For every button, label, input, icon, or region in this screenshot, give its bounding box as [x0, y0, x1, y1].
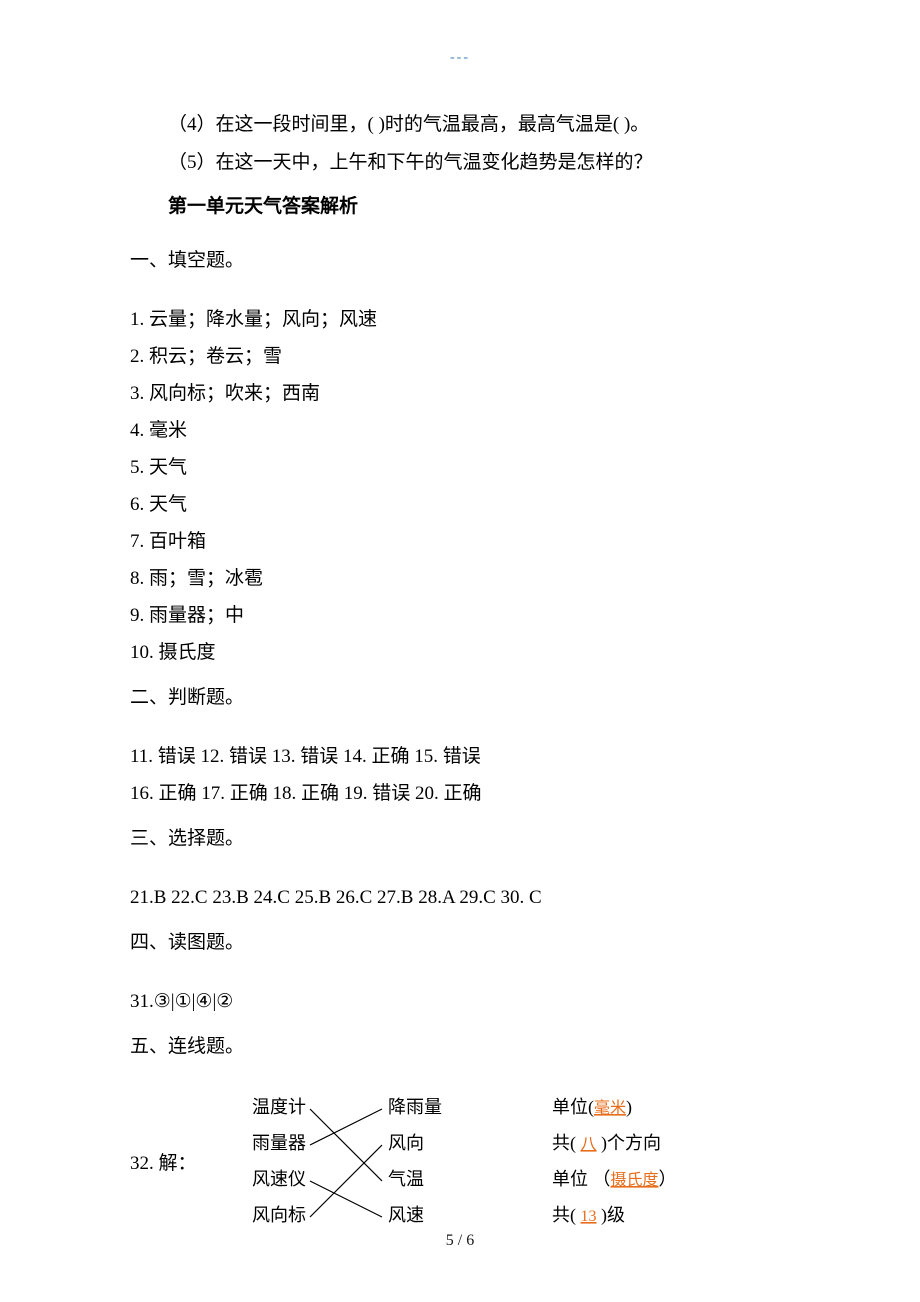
- read-answers: 31.③|①|④|②: [130, 983, 790, 1020]
- match-edge: [310, 1109, 382, 1145]
- tf-answers: 11. 错误 12. 错误 13. 错误 14. 正确 15. 错误 16. 正…: [130, 738, 790, 812]
- right-label: 共( 八 )个方向: [552, 1133, 661, 1154]
- instrument-label: 风向标: [252, 1205, 306, 1225]
- instrument-label: 雨量器: [252, 1133, 306, 1153]
- handwritten-answer: 毫米: [594, 1097, 626, 1116]
- page: --- （4）在这一段时间里，( )时的气温最高，最高气温是( )。 （5）在这…: [0, 0, 920, 1302]
- section-match-heading: 五、连线题。: [130, 1026, 790, 1068]
- question-4: （4）在这一段时间里，( )时的气温最高，最高气温是( )。: [130, 106, 790, 144]
- tf-answer-row-1: 11. 错误 12. 错误 13. 错误 14. 正确 15. 错误: [130, 738, 790, 775]
- fill-answer-9: 9. 雨量器；中: [130, 597, 790, 634]
- match-edge: [310, 1145, 382, 1217]
- handwritten-answer: 13: [581, 1207, 597, 1224]
- instrument-label: 温度计: [252, 1097, 306, 1117]
- fill-answer-3: 3. 风向标；吹来；西南: [130, 375, 790, 412]
- section-choice-heading: 三、选择题。: [130, 818, 790, 860]
- fill-answer-6: 6. 天气: [130, 486, 790, 523]
- measure-label: 风速: [388, 1205, 424, 1225]
- answer-title: 第一单元天气答案解析: [130, 188, 790, 226]
- fill-answer-8: 8. 雨；雪；冰雹: [130, 560, 790, 597]
- measure-label: 气温: [388, 1169, 424, 1189]
- handwritten-answer: 八: [581, 1135, 597, 1152]
- header-dash-marker: ---: [130, 50, 790, 66]
- handwritten-answer: 摄氏度: [611, 1170, 659, 1188]
- section-fill-heading: 一、填空题。: [130, 240, 790, 282]
- match-edge: [310, 1109, 382, 1181]
- tf-answer-row-2: 16. 正确 17. 正确 18. 正确 19. 错误 20. 正确: [130, 775, 790, 812]
- fill-answer-10: 10. 摄氏度: [130, 634, 790, 671]
- section-tf-heading: 二、判断题。: [130, 677, 790, 719]
- right-label: 共( 13 )级: [552, 1205, 625, 1226]
- fill-answers: 1. 云量；降水量；风向；风速 2. 积云；卷云；雪 3. 风向标；吹来；西南 …: [130, 301, 790, 671]
- fill-answer-5: 5. 天气: [130, 449, 790, 486]
- page-footer: 5 / 6: [0, 1232, 920, 1250]
- right-label: 单位 （摄氏度）: [552, 1169, 677, 1189]
- fill-answer-1: 1. 云量；降水量；风向；风速: [130, 301, 790, 338]
- q32-row: 32. 解： 温度计雨量器风速仪风向标 降雨量风向气温风速 单位(毫米) 共( 八 )…: [130, 1087, 790, 1237]
- choice-answers: 21.B 22.C 23.B 24.C 25.B 26.C 27.B 28.A …: [130, 879, 790, 916]
- measure-label: 降雨量: [388, 1097, 442, 1117]
- fill-answer-2: 2. 积云；卷云；雪: [130, 338, 790, 375]
- section-read-heading: 四、读图题。: [130, 922, 790, 964]
- q32-label: 32. 解：: [130, 1148, 202, 1175]
- measure-label: 风向: [388, 1133, 424, 1153]
- q32-matching-diagram: 温度计雨量器风速仪风向标 降雨量风向气温风速 单位(毫米) 共( 八 )个方向单位 （…: [202, 1087, 762, 1237]
- question-5: （5）在这一天中，上午和下午的气温变化趋势是怎样的？: [130, 144, 790, 182]
- match-edge: [310, 1181, 382, 1217]
- choice-answer-row: 21.B 22.C 23.B 24.C 25.B 26.C 27.B 28.A …: [130, 879, 790, 916]
- read-answer: 31.③|①|④|②: [130, 983, 790, 1020]
- instrument-label: 风速仪: [252, 1169, 306, 1189]
- right-label: 单位(毫米): [552, 1097, 632, 1118]
- fill-answer-7: 7. 百叶箱: [130, 523, 790, 560]
- fill-answer-4: 4. 毫米: [130, 412, 790, 449]
